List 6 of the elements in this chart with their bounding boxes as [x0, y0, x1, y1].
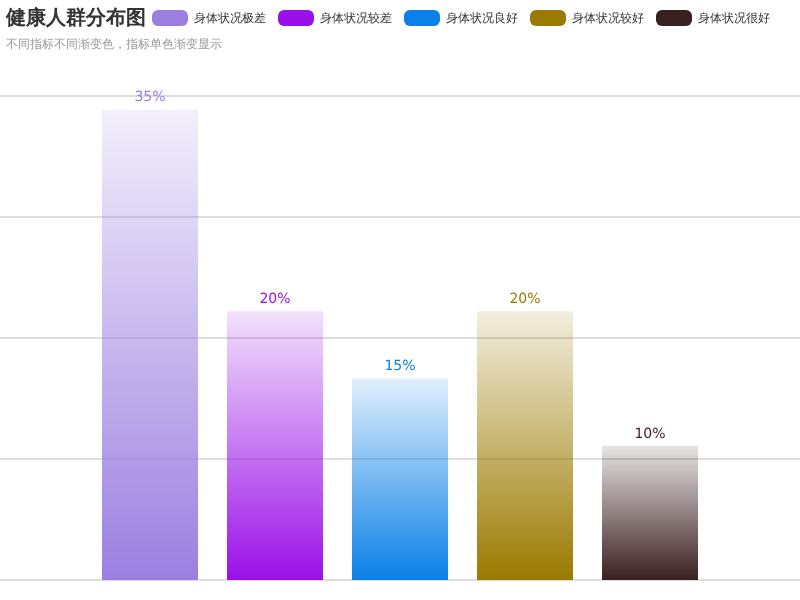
chart-title: 健康人群分布图: [6, 5, 146, 32]
bar: [102, 109, 198, 580]
bar: [477, 311, 573, 580]
bar: [352, 378, 448, 580]
bar: [602, 445, 698, 580]
bar: [227, 311, 323, 580]
